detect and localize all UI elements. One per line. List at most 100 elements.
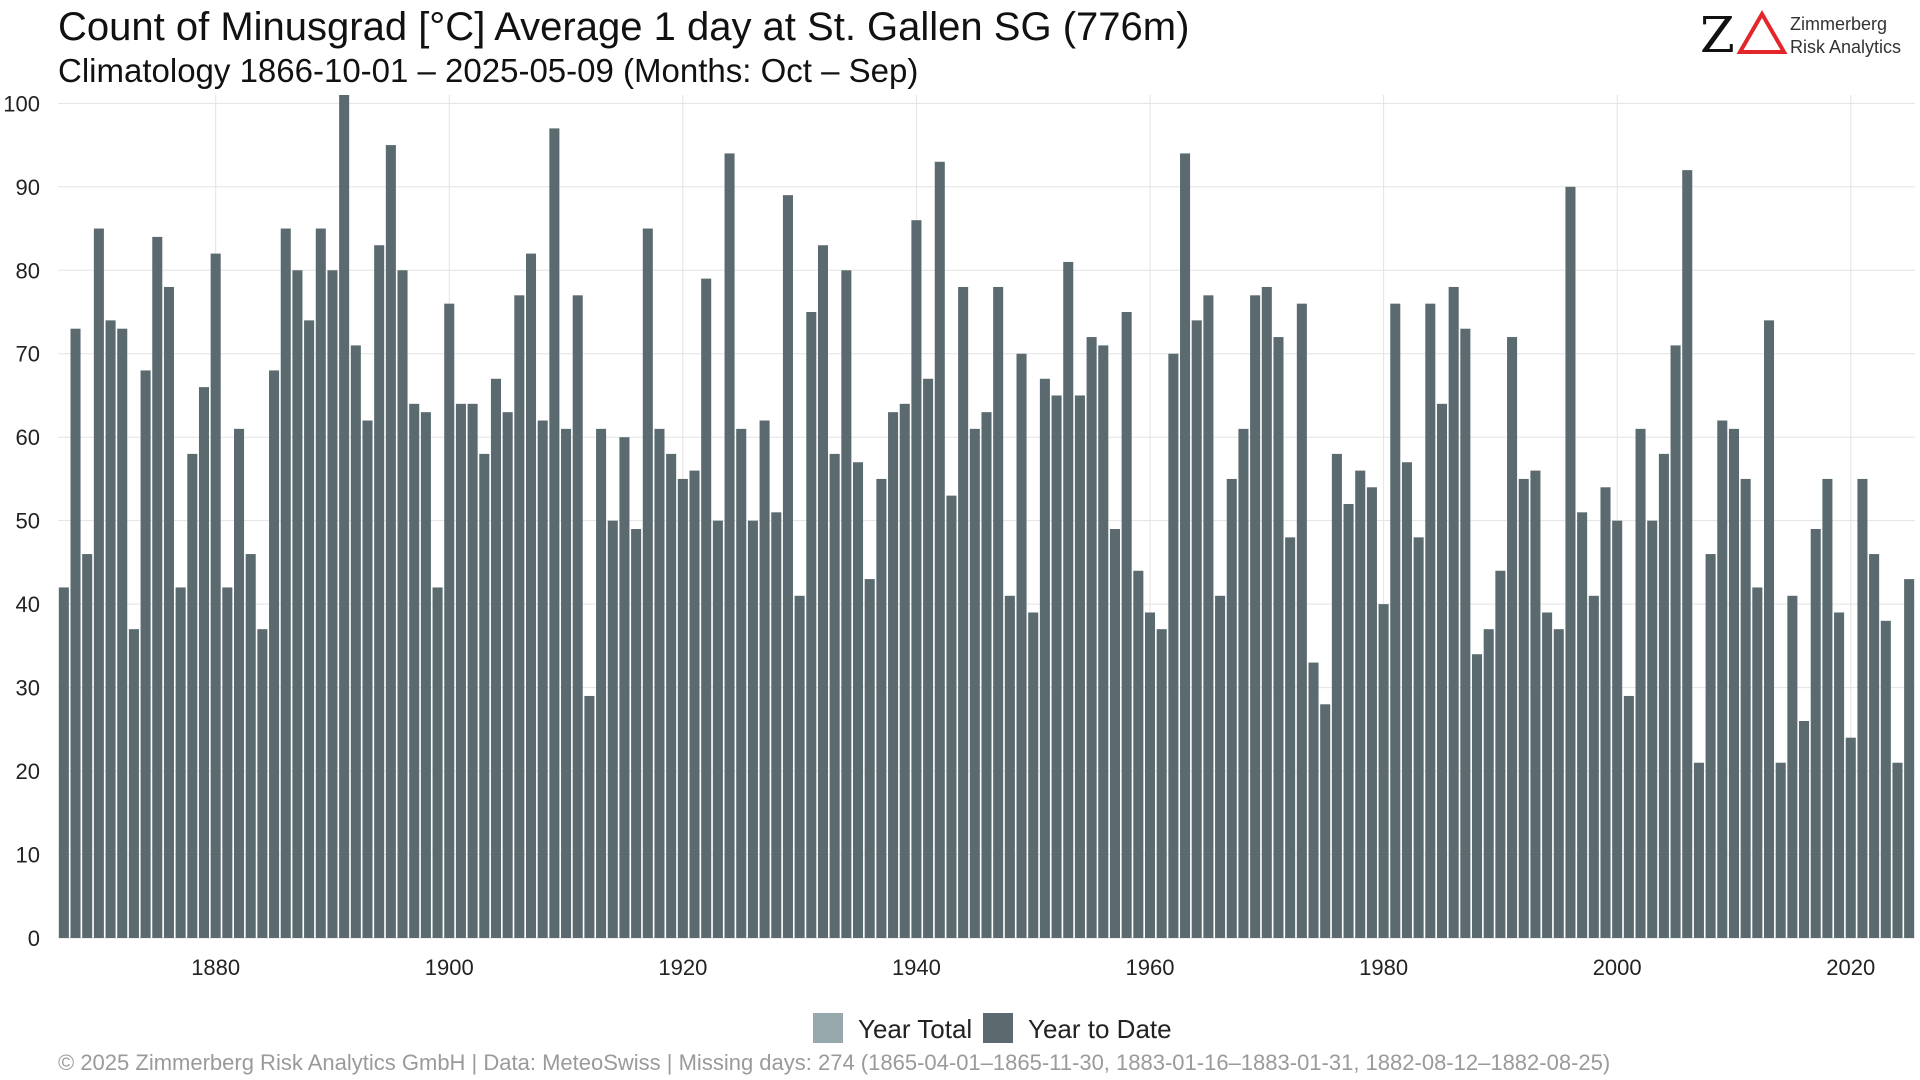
bar-1975 xyxy=(1320,704,1331,938)
bar-1955 xyxy=(1086,337,1097,938)
bar-1960 xyxy=(1144,612,1156,938)
bar-1956 xyxy=(1098,345,1109,939)
bar-1905 xyxy=(502,412,513,938)
bar-2003 xyxy=(1647,520,1658,938)
bar-1987 xyxy=(1460,328,1471,938)
bar-2017 xyxy=(1810,529,1821,938)
bar-1894 xyxy=(374,245,385,939)
y-tick-label: 30 xyxy=(16,676,40,701)
bar-1882 xyxy=(234,428,245,938)
bar-1876 xyxy=(163,286,174,938)
legend-swatch-year-to-date xyxy=(983,1013,1013,1043)
bar-1948 xyxy=(1004,595,1015,938)
bar-1949 xyxy=(1016,353,1027,939)
bar-1898 xyxy=(420,412,431,938)
bar-2012 xyxy=(1752,587,1763,938)
bar-1990 xyxy=(1495,570,1506,938)
x-tick-label: 1960 xyxy=(1126,955,1175,980)
bar-1969 xyxy=(1250,295,1261,938)
bar-1914 xyxy=(607,520,618,938)
bar-1896 xyxy=(397,270,408,938)
bar-1963 xyxy=(1180,153,1191,939)
x-tick-label: 1940 xyxy=(892,955,941,980)
bar-2024 xyxy=(1892,762,1903,938)
bar-1900 xyxy=(444,303,455,939)
bar-1881 xyxy=(222,587,233,938)
bar-1911 xyxy=(572,295,583,938)
bar-1923 xyxy=(712,520,723,938)
bar-1953 xyxy=(1063,261,1074,939)
bar-1901 xyxy=(455,403,466,938)
bar-1940 xyxy=(911,220,922,939)
bar-1937 xyxy=(876,478,887,938)
bar-1982 xyxy=(1401,462,1412,938)
bar-1981 xyxy=(1390,303,1401,939)
bar-1912 xyxy=(584,695,595,938)
bar-1947 xyxy=(993,286,1004,938)
bar-1934 xyxy=(841,270,852,938)
bar-1887 xyxy=(292,270,303,938)
bar-2010 xyxy=(1728,428,1739,938)
bar-1873 xyxy=(128,629,139,938)
bar-1958 xyxy=(1121,312,1132,938)
bar-1878 xyxy=(187,453,198,938)
bar-1938 xyxy=(888,412,899,938)
bar-1930 xyxy=(794,595,805,938)
bar-1886 xyxy=(280,228,291,938)
bar-1888 xyxy=(304,320,315,938)
bar-1952 xyxy=(1051,395,1062,939)
bar-1945 xyxy=(969,428,980,938)
bar-1950 xyxy=(1028,612,1039,938)
bar-2011 xyxy=(1740,478,1751,938)
bar-1877 xyxy=(175,587,186,938)
bar-1995 xyxy=(1553,629,1564,938)
bar-2013 xyxy=(1763,320,1775,938)
bar-2018 xyxy=(1822,478,1833,938)
bar-1892 xyxy=(350,345,361,939)
bar-2006 xyxy=(1682,170,1693,939)
bar-1957 xyxy=(1109,529,1120,938)
bar-1943 xyxy=(946,495,957,938)
bar-1909 xyxy=(549,128,560,939)
bar-1925 xyxy=(736,428,747,938)
bar-1933 xyxy=(829,453,840,938)
x-axis-ticks: 1880 1900 1920 1940 1960 1980 2000 2020 xyxy=(191,955,1875,980)
footer-credits: © 2025 Zimmerberg Risk Analytics GmbH | … xyxy=(58,1050,1610,1075)
y-axis-ticks: 0 10 20 30 40 50 60 70 80 90 100 xyxy=(3,91,40,951)
bar-1906 xyxy=(514,295,525,938)
bar-1989 xyxy=(1483,629,1494,938)
logo-line2: Risk Analytics xyxy=(1790,37,1901,57)
bar-1915 xyxy=(619,437,630,938)
bar-1964 xyxy=(1191,320,1202,938)
x-tick-label: 1900 xyxy=(425,955,474,980)
bar-2002 xyxy=(1635,428,1646,938)
bar-1965 xyxy=(1203,295,1214,938)
bar-1932 xyxy=(817,245,829,939)
bar-2025 xyxy=(1904,579,1915,938)
bar-1978 xyxy=(1355,470,1366,938)
bar-1913 xyxy=(596,428,607,938)
bar-1929 xyxy=(782,195,793,938)
bar-1941 xyxy=(923,378,934,938)
bar-1926 xyxy=(747,520,758,938)
bar-2008 xyxy=(1705,554,1716,938)
bar-1974 xyxy=(1308,662,1319,938)
bar-1973 xyxy=(1296,303,1307,939)
bar-1893 xyxy=(362,420,373,938)
y-tick-label: 40 xyxy=(16,592,40,617)
bar-1890 xyxy=(327,270,338,938)
bar-1997 xyxy=(1577,512,1588,938)
bar-1972 xyxy=(1285,537,1296,938)
legend-label-year-total: Year Total xyxy=(858,1014,972,1044)
bar-1907 xyxy=(525,253,537,938)
bar-1996 xyxy=(1565,186,1576,938)
bar-2021 xyxy=(1857,478,1868,938)
bar-2007 xyxy=(1693,762,1704,938)
chart-subtitle: Climatology 1866-10-01 – 2025-05-09 (Mon… xyxy=(58,52,918,89)
bar-1897 xyxy=(409,403,420,938)
legend-label-year-to-date: Year to Date xyxy=(1028,1014,1172,1044)
bars xyxy=(58,95,1915,939)
bar-2009 xyxy=(1717,420,1728,938)
bar-1916 xyxy=(631,529,642,938)
bar-1961 xyxy=(1156,629,1167,938)
